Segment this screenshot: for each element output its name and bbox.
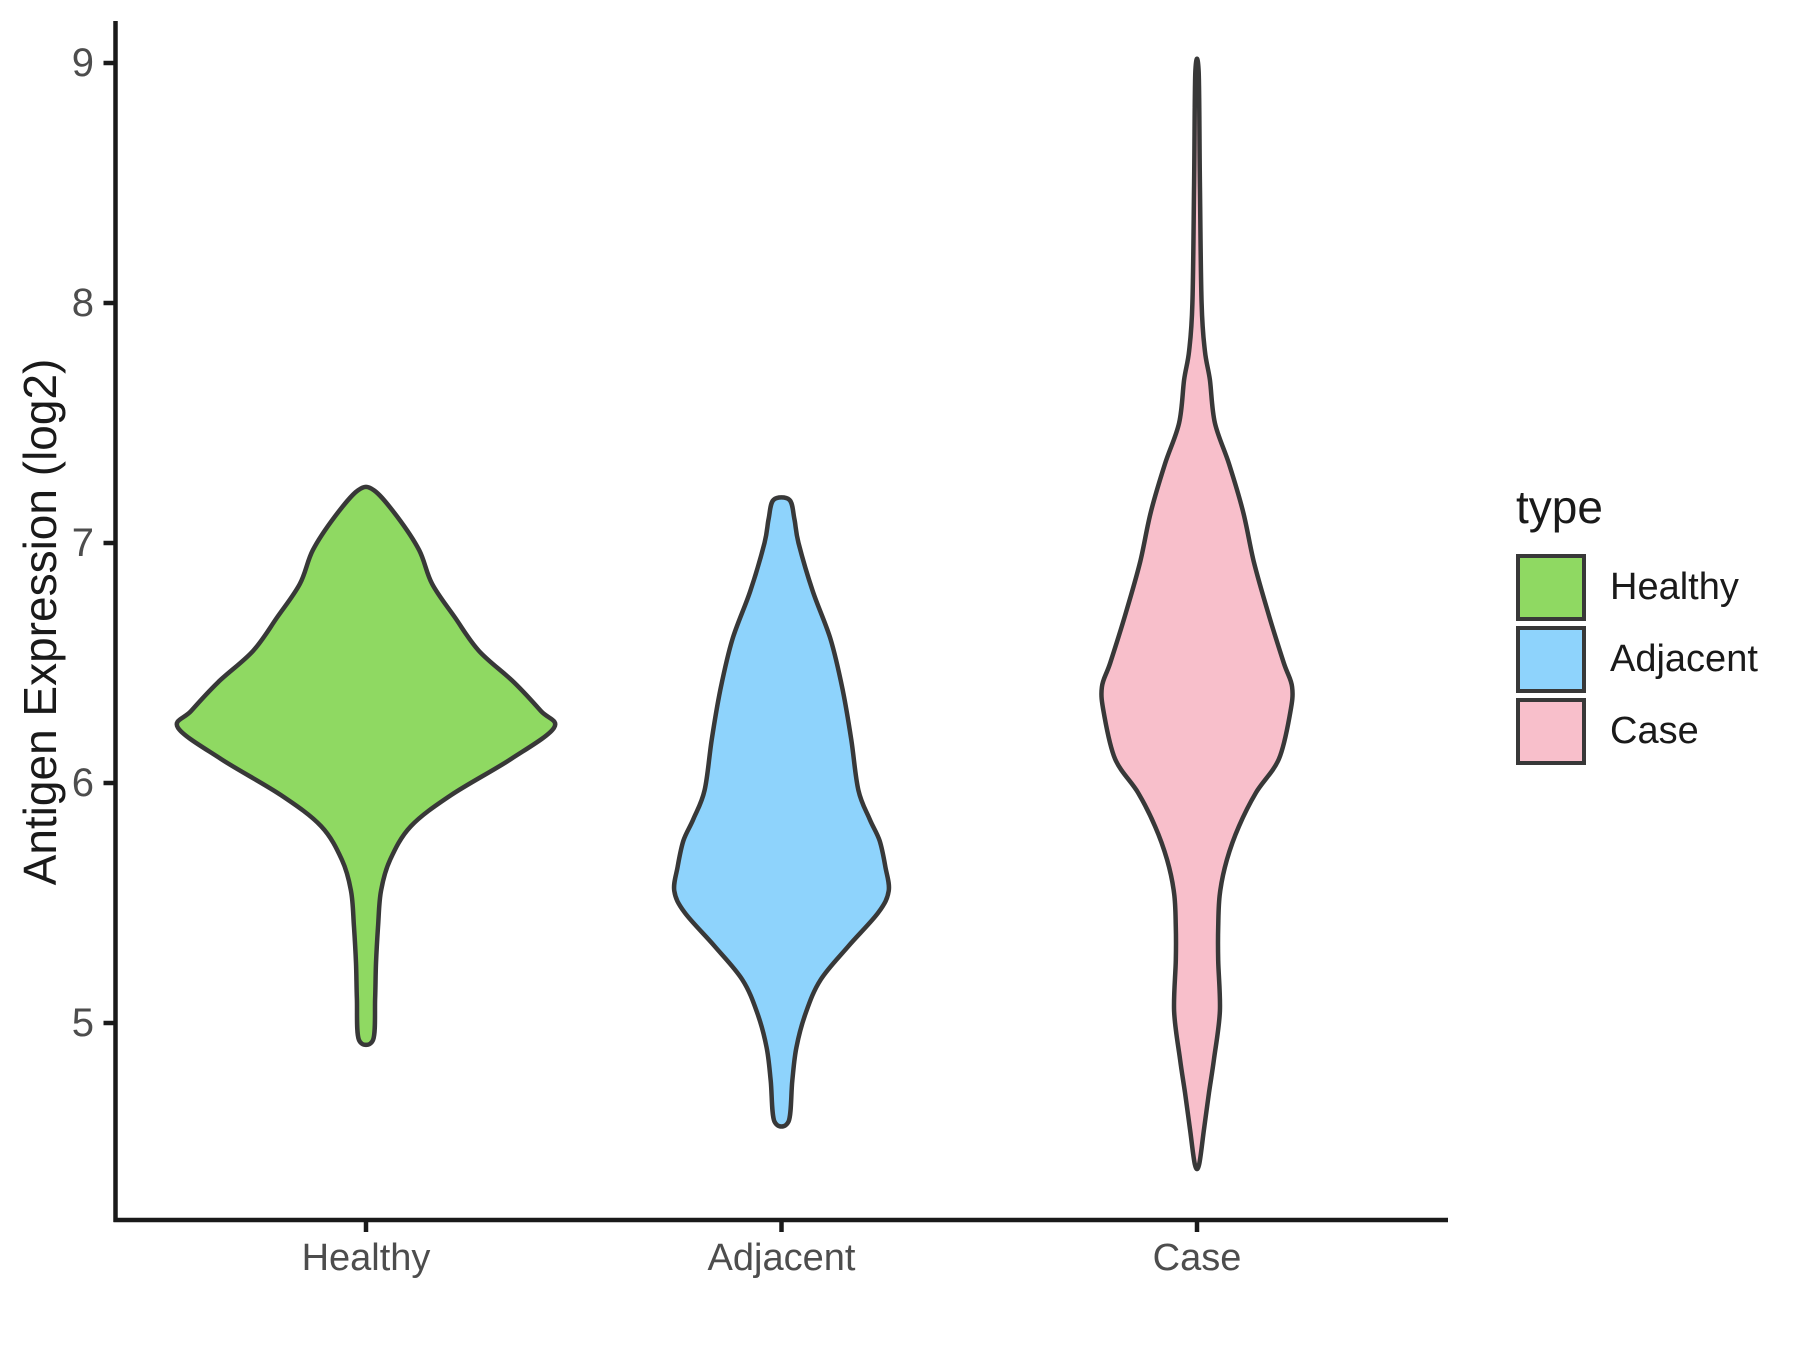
y-tick-label: 8: [71, 281, 94, 325]
violin-adjacent: [671, 495, 892, 1129]
axis-ticks-layer: [103, 60, 1200, 1232]
legend-entry-adjacent: Adjacent: [1516, 626, 1758, 693]
y-axis-title: Antigen Expression (log2): [14, 358, 66, 886]
legend-label: Case: [1610, 710, 1699, 752]
x-tick-label: Healthy: [301, 1237, 431, 1279]
legend: type Healthy Adjacent Case: [1516, 480, 1758, 770]
y-tick-label: 7: [71, 521, 94, 565]
legend-entry-case: Case: [1516, 698, 1758, 765]
x-tick-label: Case: [1152, 1237, 1242, 1279]
y-tick-label: 5: [71, 1001, 94, 1045]
legend-entry-healthy: Healthy: [1516, 554, 1758, 621]
legend-label: Adjacent: [1610, 638, 1758, 680]
y-tick-label: 9: [71, 41, 94, 85]
violin-healthy: [174, 484, 558, 1048]
legend-label: Healthy: [1610, 566, 1739, 608]
y-tick-label: 6: [71, 761, 94, 805]
legend-swatch-healthy: [1516, 554, 1586, 621]
legend-entries: Healthy Adjacent Case: [1516, 554, 1758, 765]
legend-swatch-case: [1516, 698, 1586, 765]
x-tick-label: Adjacent: [707, 1237, 856, 1279]
legend-swatch-adjacent: [1516, 626, 1586, 693]
violins-layer: [174, 56, 1295, 1172]
violin-case: [1099, 56, 1295, 1172]
legend-title: type: [1516, 481, 1603, 533]
